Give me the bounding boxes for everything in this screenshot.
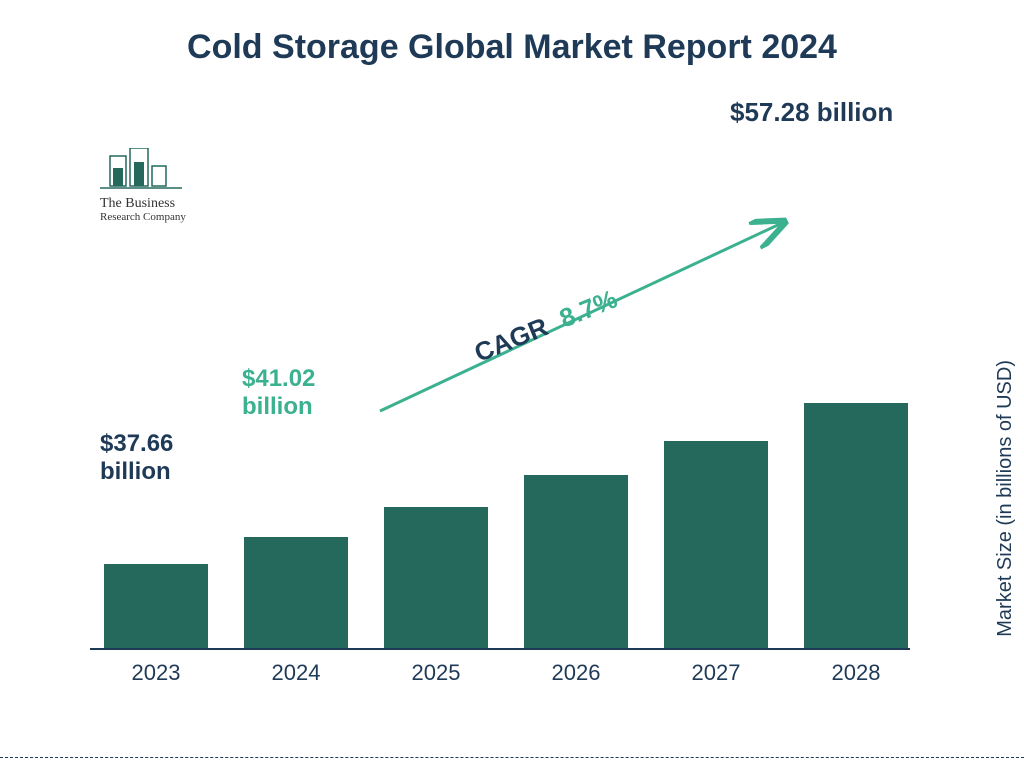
cagr-annotation: CAGR 8.7% [380, 215, 790, 415]
y-axis-label: Market Size (in billions of USD) [994, 360, 1017, 637]
bar [804, 403, 908, 648]
x-axis-label: 2025 [384, 660, 488, 686]
x-axis-label: 2026 [524, 660, 628, 686]
x-axis-label: 2023 [104, 660, 208, 686]
x-axis-label: 2024 [244, 660, 348, 686]
bar [244, 537, 348, 648]
bar-chart: 2023 2024 2025 2026 2027 2028 $37.66billion $4… [90, 120, 910, 690]
value-label: $41.02billion [242, 365, 315, 420]
bar [384, 507, 488, 648]
footer-divider [0, 757, 1024, 758]
x-axis-label: 2028 [804, 660, 908, 686]
x-axis-label: 2027 [664, 660, 768, 686]
value-label: $57.28 billion [730, 98, 893, 128]
bar [664, 441, 768, 648]
bar [104, 564, 208, 648]
x-axis-line [90, 648, 910, 650]
bar [524, 475, 628, 648]
chart-title: Cold Storage Global Market Report 2024 [0, 28, 1024, 67]
value-label: $37.66billion [100, 430, 173, 485]
